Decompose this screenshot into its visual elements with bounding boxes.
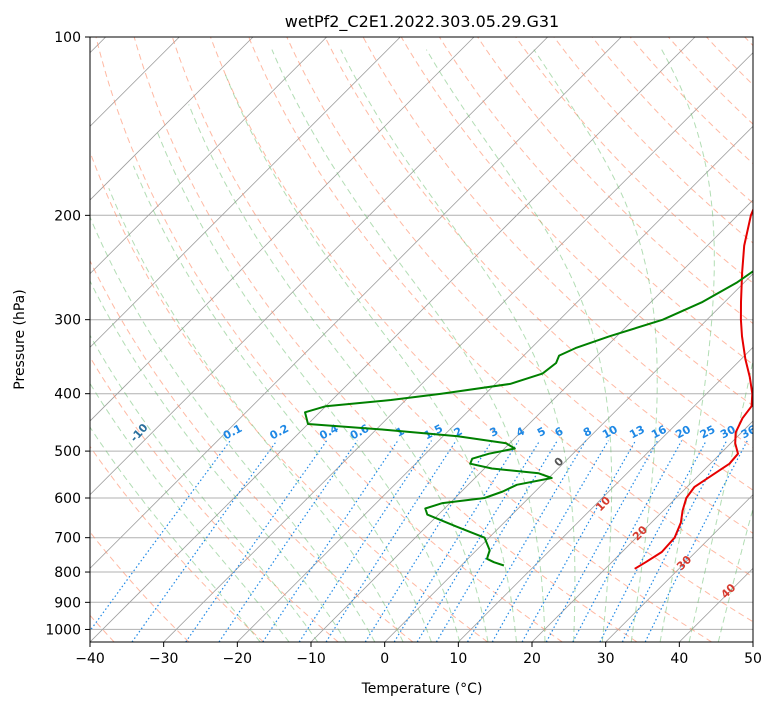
plot-background [90,37,753,642]
y-tick-label: 200 [54,208,81,224]
moist-adiabat-line [224,72,517,642]
moist-adiabat-line [688,358,753,642]
mixing-ratio-line [416,440,541,642]
x-axis-title: Temperature (°C) [361,681,483,697]
dry-adiabat-line [171,37,712,642]
plot-frame [89,36,754,643]
x-tick-label: −40 [75,651,105,667]
y-tick-label: 900 [54,595,81,611]
mixing-ratio-label: 20 [673,423,693,442]
mixing-ratio-line [185,440,328,642]
mixing-ratio-line [521,440,637,642]
dry-adiabat-line [90,445,264,642]
dry-adiabat-line [591,37,753,204]
isotherm-line [752,641,753,642]
mixing-ratio-label: 25 [698,423,718,442]
y-axis-title: Pressure (hPa) [12,289,28,389]
mixing-ratio-label: 30 [718,423,738,442]
y-tick-label: 300 [54,313,81,329]
dry-adiabat-line [400,37,753,407]
moist-adiabat-line [157,132,461,642]
moist-adiabat-line [90,279,347,642]
isotherm-line [90,37,401,348]
dry-adiabat-line [324,37,753,491]
background-lines [90,37,753,642]
dry-adiabat-line [629,37,753,165]
moist-adiabat-line [108,188,404,642]
dry-adiabat-line [210,37,753,623]
dry-adiabat-line [362,37,753,449]
temperature-profile-line [634,207,753,570]
moist-adiabat-line [188,104,489,642]
x-tick-label: 40 [670,651,688,667]
mixing-ratio-line [491,440,609,642]
mixing-ratio-line [599,440,707,642]
dry-adiabat-line [95,37,563,642]
y-tick-label: 1000 [45,622,81,638]
dry-adiabat-line [90,259,414,642]
moist-adiabat-line [132,165,432,642]
mixing-ratio-label: 16 [649,423,669,442]
mixing-ratio-line [90,440,231,632]
mixing-ratio-line [644,440,748,642]
x-tick-label: −20 [223,651,253,667]
x-tick-label: −30 [149,651,179,667]
y-tick-label: 800 [54,565,81,581]
moist-adiabat-line [659,49,715,642]
isotherm-line [458,346,753,642]
x-tick-label: 50 [744,651,762,667]
x-tick-label: −10 [296,651,326,667]
y-tick-label: 600 [54,491,81,507]
y-tick-label: 700 [54,531,81,547]
mixing-ratio-line [218,440,358,642]
mixing-ratio-line [298,440,432,642]
moist-adiabat-line [533,49,658,642]
moist-adiabat-line [717,506,753,642]
mixing-ratio-label: 36 [739,423,759,442]
y-tick-label: 100 [54,30,81,46]
mixing-ratio-line [466,440,587,642]
isotherm-line [90,37,696,642]
isotherm-line [163,52,753,642]
mixing-ratio-label: 13 [627,423,647,442]
isotherm-line [90,37,622,569]
moist-adiabat-line [90,334,319,642]
profile-series [304,207,753,570]
isotherm-line [90,37,254,201]
dry-adiabat-line [477,37,753,325]
mixing-ratio-label: 10 [600,423,620,442]
isotherm-line [237,125,753,642]
isotherm-line [90,37,548,496]
axes: −40 −30 −20 −10 0 10 20 30 40 50 1000 900 800 700 600 5… [45,30,762,667]
mixing-ratio-line [435,440,558,642]
moist-adiabat-line [425,49,613,642]
chart-title: wetPf2_C2E1.2022.303.05.29.G31 [285,12,559,32]
isotherm-line [90,37,327,275]
mixing-ratio-line [262,440,399,642]
x-tick-label: 0 [380,651,389,667]
dry-adiabat-line [248,37,753,578]
moist-adiabat-line [90,382,290,642]
x-tick-label: 10 [449,651,467,667]
dry-adiabat-line [133,37,638,642]
isotherm-line [531,420,753,642]
moist-adiabat-line [271,49,546,642]
y-tick-label: 400 [54,387,81,403]
mixing-ratio-line [131,440,278,642]
y-tick-label: 500 [54,444,81,460]
dry-adiabat-line [515,37,753,284]
dewpoint-profile-line [304,270,753,567]
mixing-ratio-line [393,440,520,642]
isotherm-line [90,37,475,422]
isotherm-line [605,494,753,642]
x-tick-label: 20 [523,651,541,667]
mixing-ratio-line [621,440,728,642]
x-tick-label: 30 [597,651,615,667]
